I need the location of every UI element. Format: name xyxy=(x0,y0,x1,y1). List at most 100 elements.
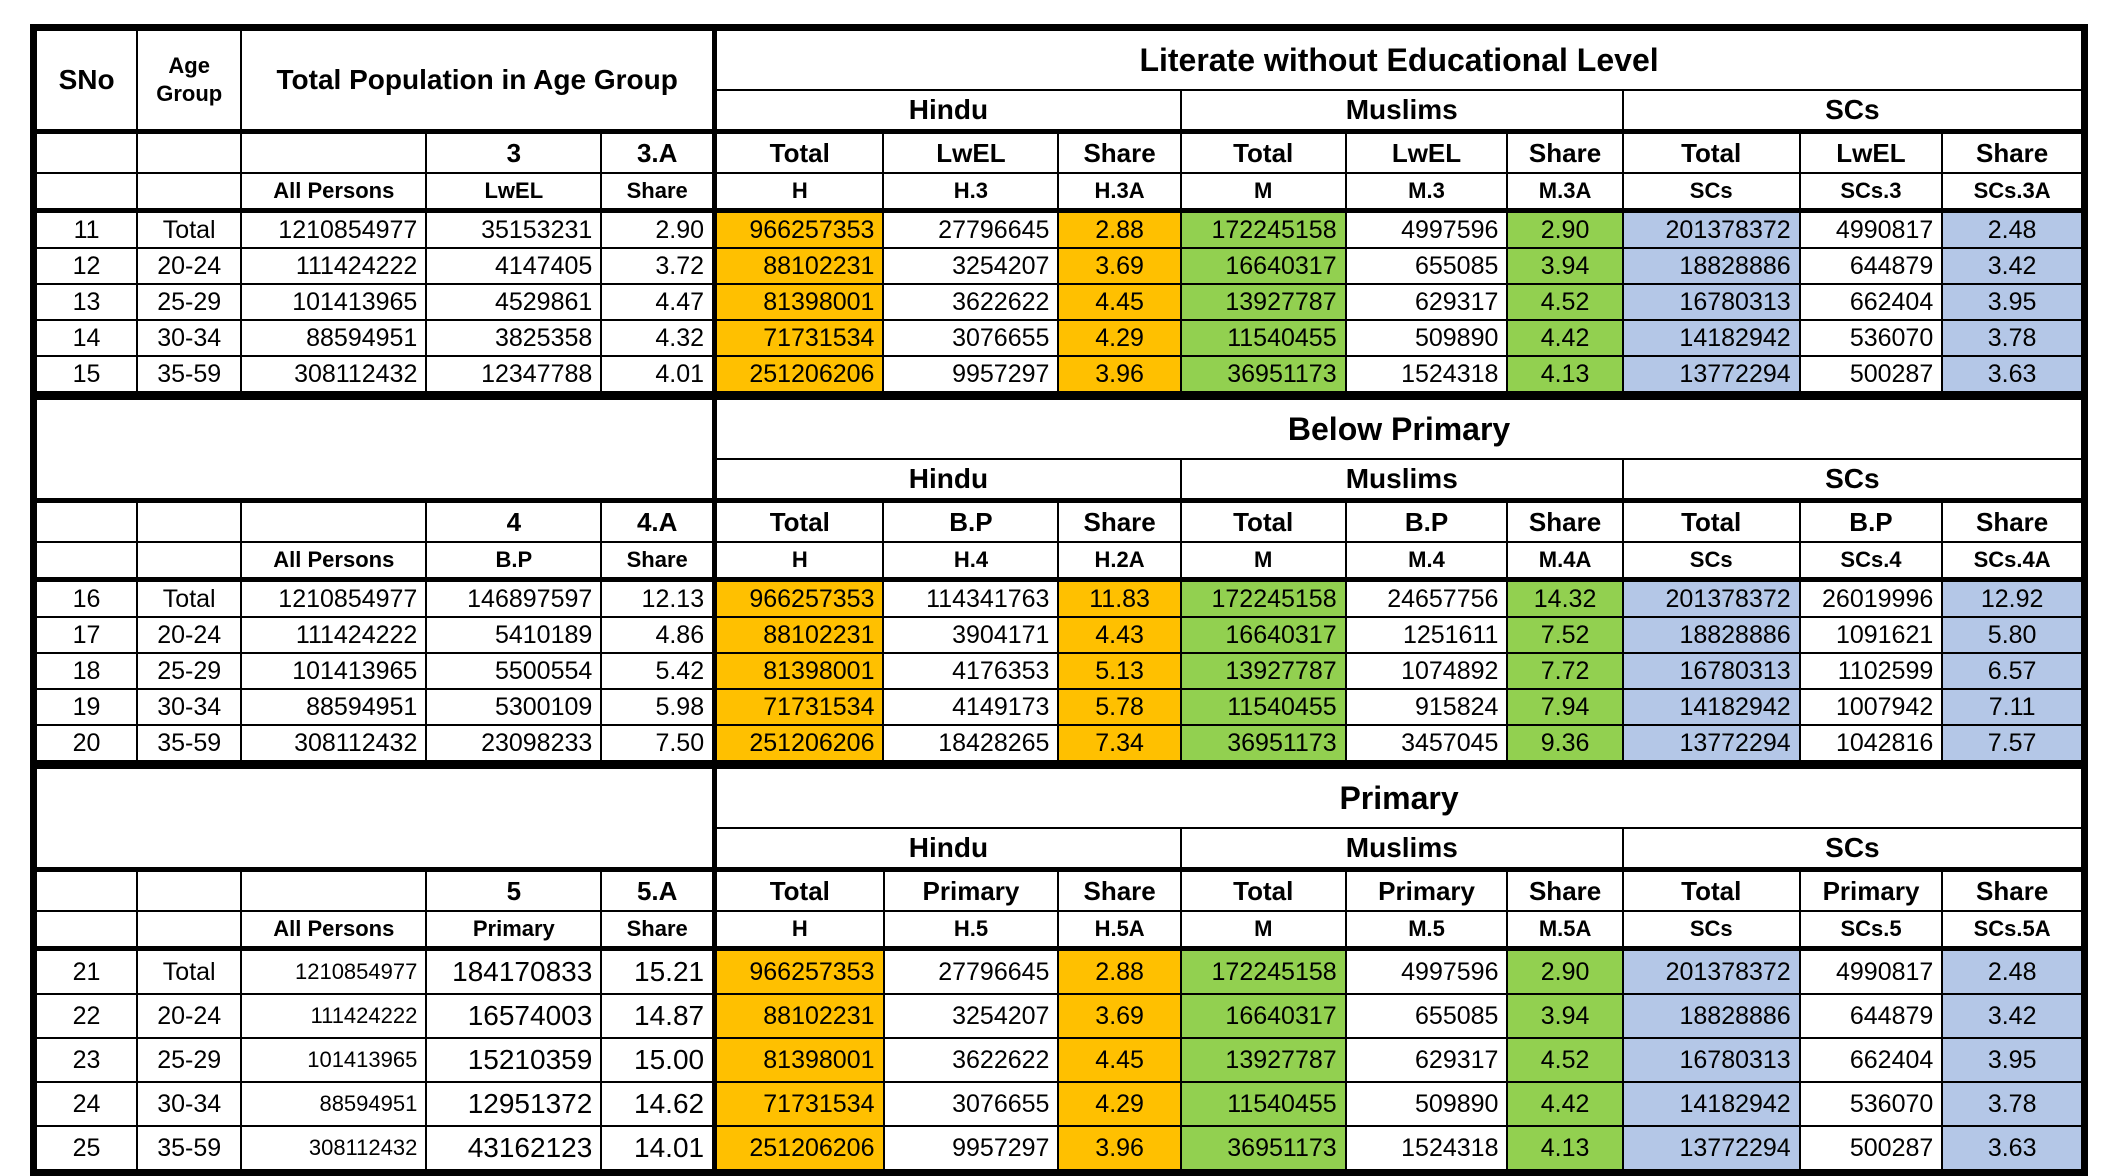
table-cell: 3.78 xyxy=(1941,319,2083,357)
table-cell: 30-34 xyxy=(136,688,243,726)
col-header-muslims: Total xyxy=(1179,499,1347,543)
table-cell: 16640317 xyxy=(1179,616,1347,654)
table-cell: 1102599 xyxy=(1798,652,1944,690)
table-cell: 4.45 xyxy=(1057,283,1182,321)
table-cell: 3904171 xyxy=(882,616,1060,654)
table-cell: 88594951 xyxy=(240,1081,428,1127)
table-cell: 71731534 xyxy=(712,688,885,726)
left-num-header: 5.A xyxy=(600,868,716,912)
sub-header-scs: SCs xyxy=(1621,541,1801,581)
empty-cell xyxy=(240,499,428,543)
table-cell: 27796645 xyxy=(882,209,1060,249)
group-name-hindu: Hindu xyxy=(712,89,1182,133)
col-header-scs: LwEL xyxy=(1798,130,1944,174)
table-cell: 11540455 xyxy=(1179,688,1347,726)
section-table: SNo Age Group Total Population in Age Grou… xyxy=(34,29,2084,393)
table-cell: 3076655 xyxy=(882,1081,1060,1127)
table-cell: 4.86 xyxy=(600,616,716,654)
sub-header-hindu: H xyxy=(712,541,885,581)
table-row: 24 30-34 88594951 12951372 14.62 71731534 3076… xyxy=(34,1081,2083,1127)
table-cell: 12.92 xyxy=(1941,578,2083,618)
table-cell: 88102231 xyxy=(712,616,885,654)
table-cell: 4990817 xyxy=(1798,209,1944,249)
table-cell: 3.96 xyxy=(1057,355,1182,393)
table-cell: 308112432 xyxy=(240,355,428,393)
table-cell: 14182942 xyxy=(1621,688,1801,726)
blank-header xyxy=(35,398,716,502)
table-cell: 36951173 xyxy=(1179,355,1347,393)
section-title: Literate without Educational Level xyxy=(712,29,2084,91)
table-cell: 172245158 xyxy=(1179,578,1347,618)
table-cell: 3.42 xyxy=(1941,993,2083,1039)
left-sub-header: Share xyxy=(600,910,716,950)
table-cell: 43162123 xyxy=(425,1125,603,1171)
table-cell: 4147405 xyxy=(425,247,603,285)
table-cell: 14.87 xyxy=(600,993,716,1039)
table-cell: 500287 xyxy=(1798,355,1944,393)
col-header-muslims: LwEL xyxy=(1344,130,1509,174)
table-cell: 536070 xyxy=(1798,319,1944,357)
table-cell: 4.43 xyxy=(1057,616,1182,654)
empty-cell xyxy=(136,172,243,212)
sub-header-hindu: H.4 xyxy=(882,541,1060,581)
section-2: Primary Hindu Muslims SCs 5 5.A Total Primary Sh… xyxy=(34,767,2084,1171)
table-cell: 655085 xyxy=(1344,993,1509,1039)
table-row: 20 35-59 308112432 23098233 7.50 251206206 184… xyxy=(34,724,2083,762)
table-row: 13 25-29 101413965 4529861 4.47 81398001 36226… xyxy=(34,283,2083,321)
sub-header-muslims: M.5A xyxy=(1506,910,1624,950)
table-cell: 4.29 xyxy=(1057,319,1182,357)
col-header-hindu: Total xyxy=(712,130,885,174)
table-cell: 184170833 xyxy=(425,947,603,995)
table-cell: 4.52 xyxy=(1506,1037,1624,1083)
table-row: 19 30-34 88594951 5300109 5.98 71731534 414917… xyxy=(34,688,2083,726)
table-cell: 308112432 xyxy=(240,724,428,762)
sub-header-scs: SCs.4 xyxy=(1798,541,1944,581)
col-header-hindu: Share xyxy=(1057,130,1182,174)
table-cell: 36951173 xyxy=(1179,724,1347,762)
table-cell: 23098233 xyxy=(425,724,603,762)
table-cell: 3.72 xyxy=(600,247,716,285)
table-cell: 11540455 xyxy=(1179,319,1347,357)
col-header-muslims: Total xyxy=(1179,868,1347,912)
table-cell: 35-59 xyxy=(136,1125,243,1171)
table-cell: 13927787 xyxy=(1179,283,1347,321)
sub-header-muslims: M xyxy=(1179,541,1347,581)
sub-header-hindu: H.3 xyxy=(882,172,1060,212)
table-cell: 172245158 xyxy=(1179,947,1347,995)
table-cell: 2.48 xyxy=(1941,947,2083,995)
table-cell: 7.57 xyxy=(1941,724,2083,762)
group-name-muslims: Muslims xyxy=(1179,827,1624,871)
sub-header-muslims: M.4 xyxy=(1344,541,1509,581)
left-sub-header: LwEL xyxy=(425,172,603,212)
group-name-scs: SCs xyxy=(1621,827,2084,871)
table-cell: 4529861 xyxy=(425,283,603,321)
section-1: Below Primary Hindu Muslims SCs 4 4.A Total B.P… xyxy=(34,398,2084,767)
table-cell: 662404 xyxy=(1798,1037,1944,1083)
table-row: 17 20-24 111424222 5410189 4.86 88102231 39041… xyxy=(34,616,2083,654)
table-cell: 5500554 xyxy=(425,652,603,690)
table-cell: 23 xyxy=(34,1037,139,1083)
table-cell: 5.42 xyxy=(600,652,716,690)
col-header-muslims: Share xyxy=(1506,130,1624,174)
table-cell: 3.42 xyxy=(1941,247,2083,285)
table-cell: 629317 xyxy=(1344,283,1509,321)
table-cell: 201378372 xyxy=(1621,209,1801,249)
left-num-header: 3.A xyxy=(600,130,716,174)
empty-cell xyxy=(136,130,243,174)
table-cell: 88594951 xyxy=(240,319,428,357)
table-row: 11 Total 1210854977 35153231 2.90 966257353 27… xyxy=(34,209,2083,249)
table-cell: Total xyxy=(136,578,243,618)
table-cell: 101413965 xyxy=(240,283,428,321)
table-cell: 5410189 xyxy=(425,616,603,654)
table-cell: 7.34 xyxy=(1057,724,1182,762)
sub-header-hindu: H.2A xyxy=(1057,541,1182,581)
table-cell: 27796645 xyxy=(882,947,1060,995)
table-cell: 13 xyxy=(34,283,139,321)
table-cell: 13772294 xyxy=(1621,724,1801,762)
table-cell: 11.83 xyxy=(1057,578,1182,618)
col-header-scs: B.P xyxy=(1798,499,1944,543)
table-cell: 3.78 xyxy=(1941,1081,2083,1127)
table-cell: 5.78 xyxy=(1057,688,1182,726)
col-header-muslims: Share xyxy=(1506,499,1624,543)
table-cell: 5300109 xyxy=(425,688,603,726)
